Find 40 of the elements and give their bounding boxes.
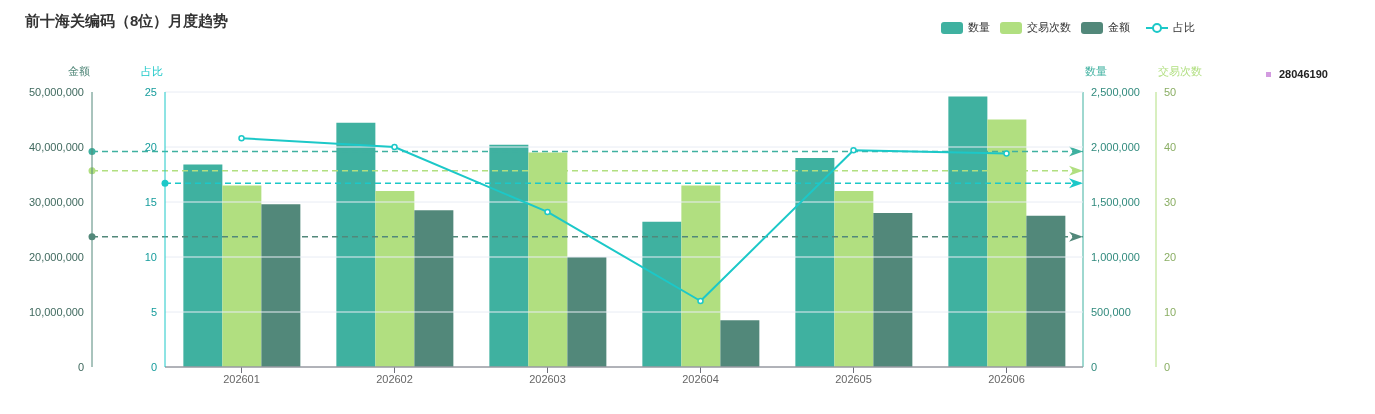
- y-tick-label: 40,000,000: [28, 140, 84, 153]
- x-tick-label: 202601: [223, 372, 260, 385]
- chart-title: 前十海关编码（8位）月度趋势: [25, 12, 229, 31]
- x-tick-label: 202602: [376, 372, 413, 385]
- y2-tick-label: 2,500,000: [1091, 85, 1140, 98]
- y2-tick-label: 2,000,000: [1091, 140, 1140, 153]
- y-tick-label: 5: [150, 305, 157, 318]
- y3-tick-label: 40: [1164, 140, 1177, 153]
- x-tick-label: 202606: [988, 372, 1025, 385]
- y-tick-label: 25: [144, 85, 157, 98]
- y-tick-label: 20: [144, 140, 157, 153]
- x-tick-label: 202604: [682, 372, 719, 385]
- y-axis-title: 金额: [68, 64, 91, 79]
- y2-tick-label: 1,500,000: [1091, 195, 1140, 208]
- y2-axis-title: 数量: [1085, 64, 1108, 79]
- y2-tick-label: 1,000,000: [1091, 250, 1140, 263]
- y-tick-label: 30,000,000: [28, 195, 84, 208]
- y3-tick-label: 10: [1164, 305, 1177, 318]
- text: 28046190: [1279, 68, 1328, 80]
- y-tick-label: 15: [144, 195, 157, 208]
- y-tick-label: 10: [144, 250, 157, 263]
- y3-tick-label: 30: [1164, 195, 1177, 208]
- x-tick-label: 202605: [835, 372, 872, 385]
- y3-axis-title: 交易次数: [1158, 64, 1203, 79]
- y-tick-label: 20,000,000: [28, 250, 84, 263]
- legend-label: 数量: [968, 20, 990, 35]
- y2-tick-label: 500,000: [1091, 305, 1131, 318]
- y-tick-label: 10,000,000: [28, 305, 84, 318]
- legend-label: 金额: [1108, 20, 1130, 35]
- y3-tick-label: 50: [1164, 85, 1177, 98]
- y-tick-label: 0: [77, 360, 84, 373]
- y-axis-title: 占比: [141, 64, 164, 79]
- y-tick-label: 50,000,000: [28, 85, 84, 98]
- y3-tick-label: 20: [1164, 250, 1177, 263]
- y-tick-label: 0: [150, 360, 157, 373]
- legend-label: 交易次数: [1027, 20, 1071, 35]
- y3-tick-label: 0: [1164, 360, 1171, 373]
- x-tick-label: 202603: [529, 372, 566, 385]
- y2-tick-label: 0: [1091, 360, 1098, 373]
- legend-label: 占比: [1173, 20, 1195, 35]
